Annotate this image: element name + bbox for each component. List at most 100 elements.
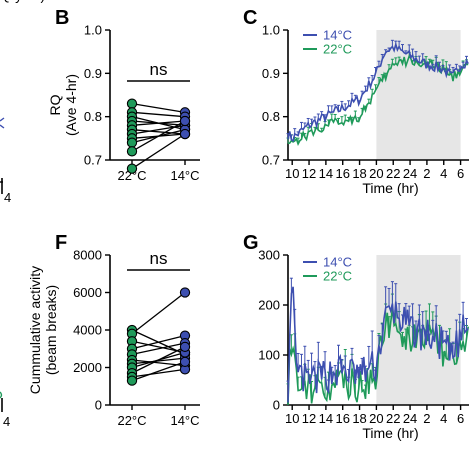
- f-pair-line: [131, 342, 186, 356]
- f-y-label-line: (beam breaks): [43, 285, 59, 375]
- b-significance-label: ns: [150, 60, 168, 79]
- c-x-tick-label: 16: [335, 166, 349, 181]
- c-y-tick-label: 0.8: [262, 109, 280, 124]
- c-y-label-line: RQ: [0, 0, 11, 3]
- c-legend-label: 14°C: [323, 28, 352, 43]
- c-x-tick-label: 24: [403, 166, 417, 181]
- g-y-tick-label: 300: [258, 248, 280, 263]
- panel-b: B RQ (Ave 4-hr) 0.7 0.8 0.9 1.0 22°C 14°C ns: [47, 7, 200, 183]
- c-x-tick-label: 18: [352, 166, 366, 181]
- c-x-tick-label: 6: [457, 166, 464, 181]
- f-y-label-line: Cummulative activity: [27, 266, 43, 394]
- b-pair-line: [131, 129, 186, 135]
- f-point-22c: [126, 375, 138, 386]
- panel-c-letter: C: [243, 7, 257, 29]
- c-x-axis-label: Time (hr): [362, 180, 418, 196]
- panel-g: G Activity(beam breaks) 0100200300101214…: [0, 0, 469, 441]
- g-x-tick-label: 24: [403, 411, 417, 426]
- panel-f-letter: F: [55, 232, 67, 254]
- f-point-14c: [179, 287, 191, 298]
- g-y-tick-label: 0: [273, 398, 280, 413]
- c-x-tick-label: 12: [302, 166, 316, 181]
- f-point-14c: [179, 341, 191, 353]
- panel-b-letter: B: [55, 7, 69, 29]
- g-x-tick-label: 10: [285, 411, 299, 426]
- b-point-14c: [179, 128, 191, 140]
- g-y-tick-label: 200: [258, 298, 280, 313]
- g-x-tick-label: 22: [386, 411, 400, 426]
- f-x-tick-label: 14°C: [170, 413, 199, 428]
- g-legend-label: 22°C: [323, 269, 352, 284]
- f-pair-line: [131, 357, 186, 365]
- c-x-tick-label: 4: [440, 166, 447, 181]
- b-y-tick-label: 0.9: [84, 66, 102, 81]
- g-x-tick-label: 16: [335, 411, 349, 426]
- c-x-tick-label: 10: [285, 166, 299, 181]
- g-x-tick-label: 14: [319, 411, 333, 426]
- b-point-22c: [126, 137, 138, 148]
- c-y-tick-label: 0.9: [262, 66, 280, 81]
- c-x-tick-label: 20: [369, 166, 383, 181]
- b-point-14c: [179, 115, 191, 127]
- g-x-tick-label: 6: [457, 411, 464, 426]
- b-pair-line: [131, 120, 186, 152]
- c-series-line-14c: [287, 41, 469, 142]
- f-pair-line: [131, 361, 186, 382]
- f-pair-line: [131, 368, 186, 378]
- b-y-label-line: (Ave 4-hr): [63, 74, 79, 136]
- panel-f: F Cummulative activity (beam breaks) 0 200…: [27, 232, 200, 428]
- panel-g-letter: G: [243, 232, 259, 254]
- g-x-tick-label: 12: [302, 411, 316, 426]
- f-y-tick-label: 0: [95, 398, 102, 413]
- b-point-22c: [126, 98, 138, 109]
- panel-c: C RQ 0.70.80.91.01012141618202224246Time…: [0, 0, 469, 196]
- g-series-line-14c: [287, 286, 469, 403]
- b-pair-line: [131, 103, 186, 113]
- b-y-label-line: RQ: [47, 94, 63, 115]
- g-x-tick-label: 18: [352, 411, 366, 426]
- g-y-label-line: Activity: [0, 0, 22, 3]
- left-panel-fragment-bottom: 4: [0, 391, 10, 429]
- f-pair-line: [131, 291, 186, 335]
- panel-b-y-axis-label: RQ (Ave 4-hr): [47, 74, 79, 136]
- b-y-tick-label: 0.8: [84, 109, 102, 124]
- f-point-14c: [179, 356, 191, 368]
- left-fragment-tick-label-bottom: 4: [3, 414, 10, 429]
- left-panel-fragment-top: 4: [0, 117, 11, 205]
- c-series-line-22c: [287, 54, 469, 147]
- panel-f-y-axis-label: Cummulative activity (beam breaks): [27, 266, 59, 394]
- b-x-tick-label: 22°C: [117, 168, 146, 183]
- panel-g-y-axis-label: Activity(beam breaks): [0, 0, 45, 3]
- b-pair-line: [131, 133, 186, 170]
- b-point-22c: [126, 163, 138, 174]
- g-x-axis-label: Time (hr): [362, 425, 418, 441]
- c-legend-label: 22°C: [323, 42, 352, 57]
- g-legend-label: 14°C: [323, 255, 352, 270]
- f-y-tick-label: 2000: [73, 360, 102, 375]
- g-y-label-line: (beam breaks): [0, 0, 45, 3]
- g-x-tick-label: 20: [369, 411, 383, 426]
- f-pair-line: [131, 346, 186, 374]
- b-y-tick-label: 1.0: [84, 23, 102, 38]
- g-x-tick-label: 2: [423, 411, 430, 426]
- f-y-tick-label: 6000: [73, 285, 102, 300]
- c-x-tick-label: 22: [386, 166, 400, 181]
- f-y-tick-label: 4000: [73, 323, 102, 338]
- b-pair-line: [131, 111, 186, 118]
- b-y-tick-label: 0.7: [84, 153, 102, 168]
- c-x-tick-label: 2: [423, 166, 430, 181]
- f-x-tick-label: 22°C: [117, 413, 146, 428]
- left-fragment-tick-label-top: 4: [4, 190, 11, 205]
- c-y-tick-label: 0.7: [262, 153, 280, 168]
- panel-c-y-axis-label: RQ: [0, 0, 11, 3]
- f-y-tick-label: 8000: [73, 248, 102, 263]
- b-x-tick-label: 14°C: [170, 168, 199, 183]
- g-x-tick-label: 4: [440, 411, 447, 426]
- f-significance-label: ns: [150, 249, 168, 268]
- g-y-tick-label: 100: [258, 348, 280, 363]
- b-pair-line: [131, 120, 186, 126]
- b-point-22c: [126, 146, 138, 157]
- f-pair-line: [131, 334, 186, 350]
- c-x-tick-label: 14: [319, 166, 333, 181]
